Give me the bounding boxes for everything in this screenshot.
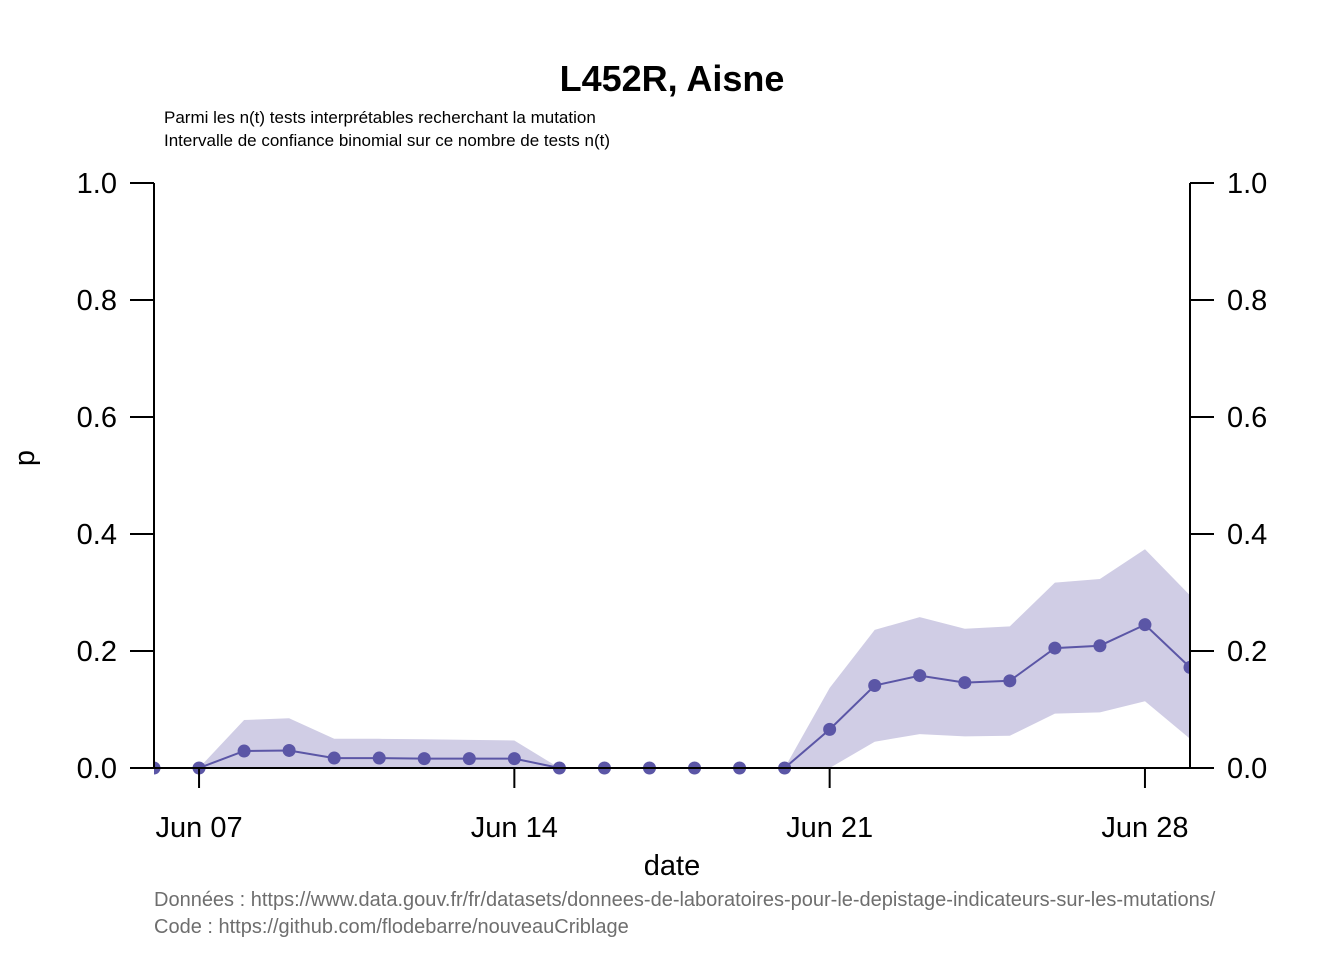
x-tick-label: Jun 07 (156, 812, 243, 844)
y-tick-label-right: 1.0 (1227, 168, 1267, 200)
data-point (327, 751, 341, 765)
data-point (1093, 639, 1107, 653)
y-tick-label-left: 0.2 (77, 636, 117, 668)
confidence-band (154, 549, 1190, 768)
x-axis-label: date (644, 850, 700, 882)
plot-area (154, 549, 1190, 775)
data-point (372, 751, 386, 765)
y-tick-label-right: 0.0 (1227, 753, 1267, 785)
chart-title: L452R, Aisne (560, 58, 785, 99)
y-tick-label-right: 0.8 (1227, 285, 1267, 317)
data-point (1138, 618, 1152, 632)
y-tick-label-left: 0.6 (77, 402, 117, 434)
data-point (868, 679, 882, 693)
data-point (507, 752, 521, 766)
y-tick-label-left: 0.4 (77, 519, 117, 551)
y-axis-label: p (9, 450, 41, 466)
data-point (1003, 674, 1017, 688)
data-point (417, 752, 431, 766)
y-tick-label-right: 0.4 (1227, 519, 1267, 551)
x-tick-label: Jun 21 (786, 812, 873, 844)
data-point (823, 722, 837, 736)
data-point (1048, 641, 1062, 655)
x-tick-label: Jun 28 (1101, 812, 1188, 844)
y-tick-label-left: 0.8 (77, 285, 117, 317)
code-source-caption: Code : https://github.com/flodebarre/nou… (154, 916, 629, 938)
data-point (958, 676, 972, 690)
chart-subtitle-line-1: Parmi les n(t) tests interprétables rech… (164, 108, 596, 127)
y-tick-label-right: 0.2 (1227, 636, 1267, 668)
y-tick-label-right: 0.6 (1227, 402, 1267, 434)
data-point (913, 669, 927, 683)
data-point (1183, 660, 1190, 674)
data-point (237, 744, 251, 758)
data-source-caption: Données : https://www.data.gouv.fr/fr/da… (154, 889, 1216, 911)
data-point (462, 752, 476, 766)
axes: 0.0 0.0 0.2 0.2 0.4 0.4 0.6 0.6 0.8 0.8 1.0 1.0 Jun … (77, 168, 1268, 844)
chart-subtitle-line-2: Intervalle de confiance binomial sur ce … (164, 131, 610, 150)
x-tick-label: Jun 14 (471, 812, 558, 844)
y-tick-label-left: 0.0 (77, 753, 117, 785)
y-tick-label-left: 1.0 (77, 168, 117, 200)
data-point (282, 743, 296, 757)
